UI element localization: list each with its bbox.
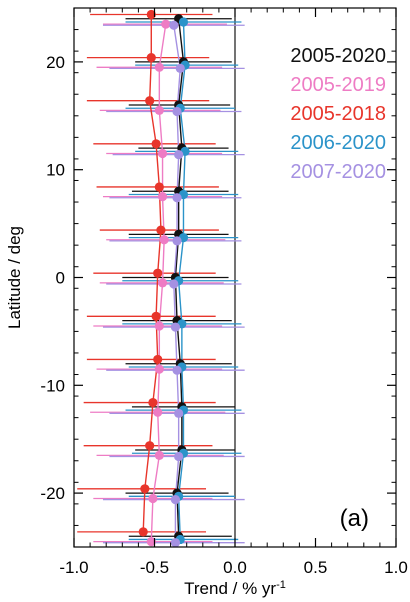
data-point bbox=[156, 225, 166, 235]
x-tick-label: -1.0 bbox=[59, 558, 88, 577]
data-point bbox=[174, 408, 184, 418]
legend-entry: 2005-2018 bbox=[290, 103, 386, 125]
data-point bbox=[154, 62, 164, 72]
data-point bbox=[172, 193, 182, 203]
data-point bbox=[154, 450, 164, 460]
y-tick-label: 0 bbox=[56, 269, 65, 288]
data-points-layer bbox=[138, 9, 190, 548]
panel-label: (a) bbox=[340, 505, 369, 532]
data-point bbox=[148, 397, 158, 408]
data-point bbox=[145, 96, 155, 106]
data-point bbox=[178, 17, 189, 27]
data-point bbox=[159, 235, 169, 245]
y-axis-ticks: -20 -10 0 10 20 bbox=[40, 7, 396, 548]
data-point bbox=[146, 537, 156, 547]
data-point bbox=[157, 148, 168, 159]
legend: 2005-2020 2005-2019 2005-2018 2006-2020 2007… bbox=[290, 45, 386, 183]
data-point bbox=[146, 9, 156, 20]
data-point bbox=[153, 407, 163, 417]
data-point bbox=[174, 150, 184, 160]
x-axis-label-main: Trend / % yr bbox=[184, 579, 276, 598]
y-tick-label: -20 bbox=[40, 484, 65, 503]
data-point bbox=[174, 451, 184, 462]
data-point bbox=[170, 494, 181, 505]
data-point bbox=[157, 278, 168, 288]
data-point bbox=[154, 105, 164, 116]
data-point bbox=[140, 484, 150, 494]
data-point bbox=[138, 527, 148, 537]
x-tick-label: 1.0 bbox=[384, 558, 408, 577]
data-point bbox=[154, 364, 164, 374]
x-tick-label: 0.0 bbox=[223, 558, 247, 577]
y-tick-label: 10 bbox=[46, 161, 65, 180]
data-point bbox=[151, 139, 161, 149]
data-point bbox=[170, 322, 181, 332]
data-point bbox=[157, 192, 168, 202]
data-point bbox=[154, 321, 164, 331]
y-axis-label: Latitude / deg bbox=[5, 226, 24, 329]
data-point bbox=[154, 182, 164, 192]
legend-entry: 2005-2019 bbox=[290, 74, 386, 96]
error-bars-layer bbox=[77, 13, 245, 544]
x-axis-ticks: -1.0 -0.5 0.0 0.5 1.0 bbox=[59, 8, 408, 577]
data-point bbox=[153, 354, 163, 365]
data-point bbox=[169, 20, 179, 30]
legend-entry: 2007-2020 bbox=[290, 161, 386, 183]
data-point bbox=[170, 538, 181, 548]
data-point bbox=[146, 52, 156, 63]
data-point bbox=[151, 311, 161, 321]
data-point bbox=[172, 106, 182, 117]
x-axis-label: Trend / % yr-1 bbox=[184, 579, 286, 598]
data-point bbox=[161, 19, 171, 29]
data-point bbox=[172, 365, 182, 375]
x-tick-label: -0.5 bbox=[140, 558, 169, 577]
y-tick-label: 20 bbox=[46, 53, 65, 72]
legend-entry: 2006-2020 bbox=[290, 132, 386, 154]
data-point bbox=[145, 441, 155, 451]
data-point bbox=[172, 236, 182, 246]
x-tick-label: 0.5 bbox=[304, 558, 328, 577]
data-point bbox=[153, 268, 163, 278]
data-point bbox=[169, 279, 179, 289]
data-point bbox=[175, 63, 185, 73]
data-point bbox=[148, 493, 158, 504]
legend-entry: 2005-2020 bbox=[290, 45, 386, 67]
x-axis-label-superscript: -1 bbox=[276, 579, 286, 591]
y-tick-label: -10 bbox=[40, 376, 65, 395]
